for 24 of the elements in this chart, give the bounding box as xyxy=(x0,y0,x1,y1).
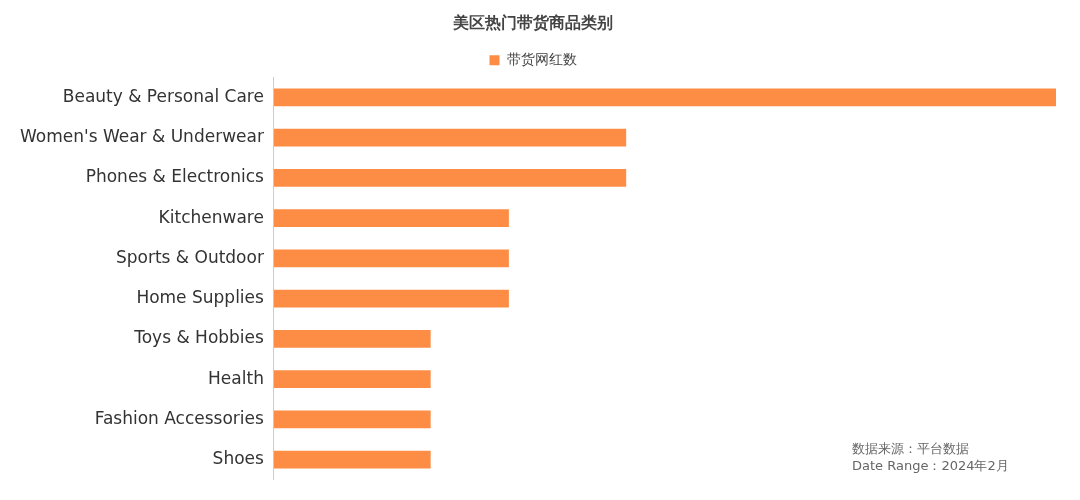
bar xyxy=(273,88,1056,107)
y-tick-label: Health xyxy=(208,367,264,388)
annotation: 数据来源：平台数据 xyxy=(852,441,969,457)
y-tick-label: Sports & Outdoor xyxy=(115,246,264,267)
bar xyxy=(273,209,509,227)
chart-title: 美区热门带货商品类别 xyxy=(452,12,613,32)
bar xyxy=(273,249,509,268)
bar xyxy=(273,128,627,147)
bar xyxy=(273,450,431,469)
bar xyxy=(273,169,627,187)
y-tick-label: Toys & Hobbies xyxy=(133,327,265,348)
y-tick-label: Fashion Accessories xyxy=(94,407,265,428)
y-tick-label: Kitchenware xyxy=(158,206,264,227)
y-tick-label: Women's Wear & Underwear xyxy=(19,126,264,147)
bar xyxy=(273,370,431,388)
y-tick-label: Home Supplies xyxy=(136,287,265,308)
y-tick-label: Phones & Electronics xyxy=(85,166,265,187)
bar xyxy=(273,410,431,429)
annotation: Date Range：2024年2月 xyxy=(852,458,1009,474)
bar xyxy=(273,289,509,308)
bar xyxy=(273,330,431,348)
y-tick-label: Beauty & Personal Care xyxy=(62,85,264,106)
y-tick-label: Shoes xyxy=(212,448,265,469)
legend-label: 带货网红数 xyxy=(506,50,577,67)
